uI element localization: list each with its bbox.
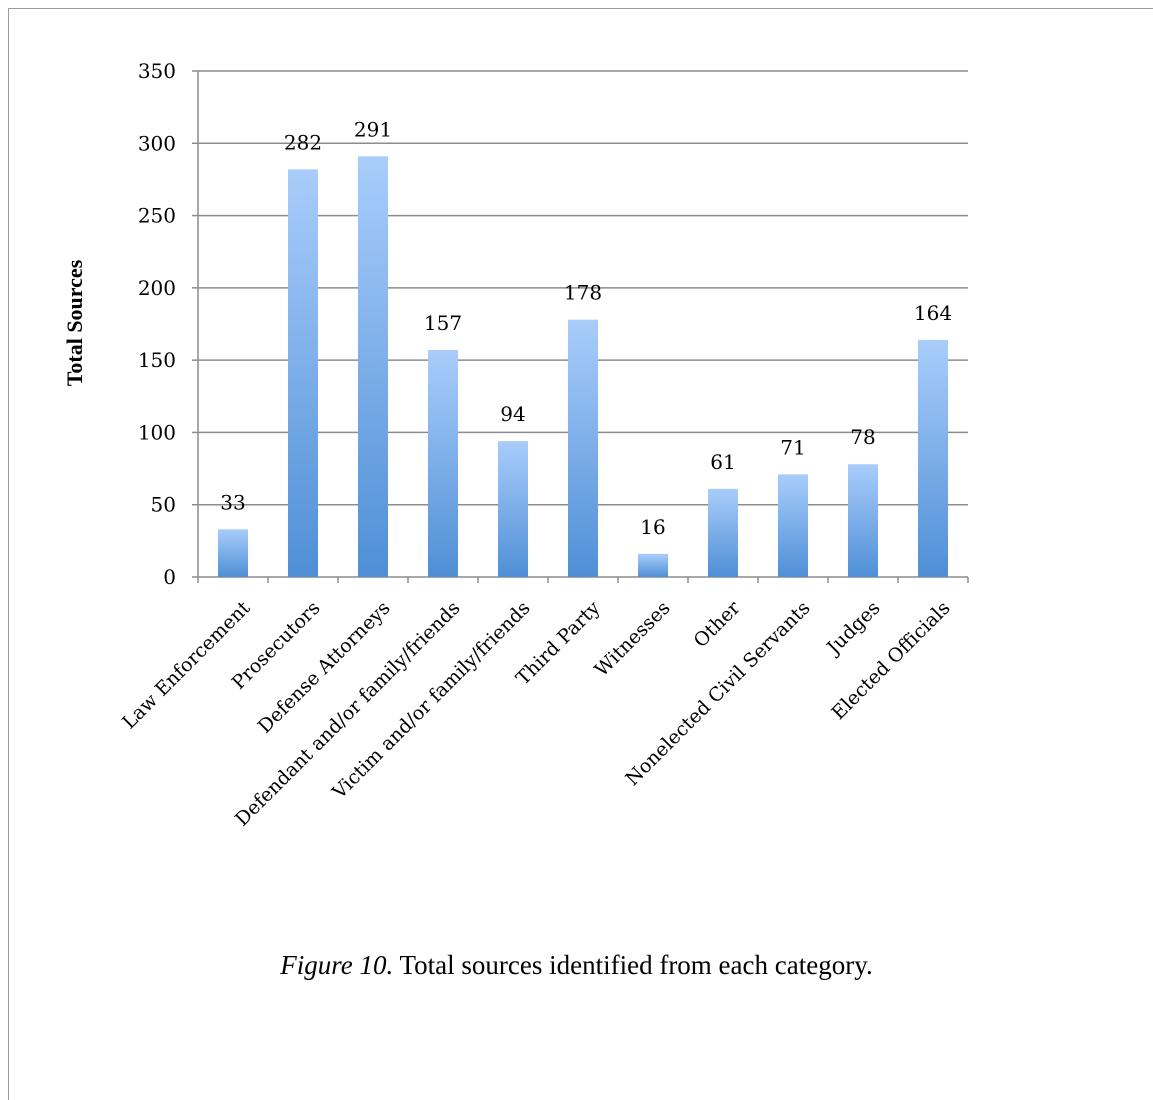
- data-label: 157: [424, 311, 462, 335]
- bar: [498, 441, 528, 577]
- y-tick-label: 250: [138, 204, 176, 228]
- data-label: 282: [284, 130, 322, 154]
- x-tick-label: Defense Attorneys: [254, 597, 395, 738]
- data-label: 178: [564, 281, 602, 305]
- data-label: 94: [500, 402, 525, 426]
- data-label: 291: [354, 117, 392, 141]
- data-label: 61: [710, 450, 735, 474]
- data-label: 164: [914, 301, 952, 325]
- figure-caption: Figure 10. Total sources identified from…: [0, 950, 1153, 981]
- axes: [192, 70, 969, 583]
- y-tick-label: 150: [138, 348, 176, 372]
- bar-chart: 0 50 100 150 200 250 300 350 33 Law Enforcement 28…: [62, 59, 969, 831]
- y-tick-label: 100: [138, 420, 176, 444]
- x-tick-label: Other: [690, 596, 746, 652]
- figure-number: Figure 10.: [280, 950, 394, 980]
- bar: [218, 529, 248, 577]
- data-label: 78: [850, 425, 875, 449]
- bar: [778, 474, 808, 577]
- bar: [428, 350, 458, 577]
- bar: [708, 488, 738, 577]
- x-tick-label: Witnesses: [590, 597, 674, 681]
- bar: [638, 553, 668, 577]
- bar: [918, 339, 948, 577]
- bar: [358, 156, 388, 577]
- bar: [848, 464, 878, 577]
- y-tick-label: 50: [151, 493, 176, 517]
- x-tick-label: Elected Officials: [827, 597, 954, 724]
- y-tick-label: 0: [163, 565, 176, 589]
- labels: 0 50 100 150 200 250 300 350 33 Law Enforcement 28…: [118, 59, 954, 831]
- data-label: 33: [220, 490, 245, 514]
- y-axis-title: Total Sources: [62, 259, 87, 386]
- bar: [288, 169, 318, 577]
- y-tick-label: 300: [138, 131, 176, 155]
- caption-text: Total sources identified from each categ…: [393, 950, 873, 980]
- x-tick-label: Judges: [821, 597, 884, 660]
- data-label: 71: [780, 435, 805, 459]
- y-tick-label: 350: [138, 59, 176, 83]
- y-tick-label: 200: [138, 276, 176, 300]
- x-tick-label: Law Enforcement: [118, 597, 255, 734]
- bars: [218, 156, 948, 577]
- bar: [568, 319, 598, 577]
- figure-frame: [8, 8, 1153, 1100]
- data-label: 16: [640, 515, 665, 539]
